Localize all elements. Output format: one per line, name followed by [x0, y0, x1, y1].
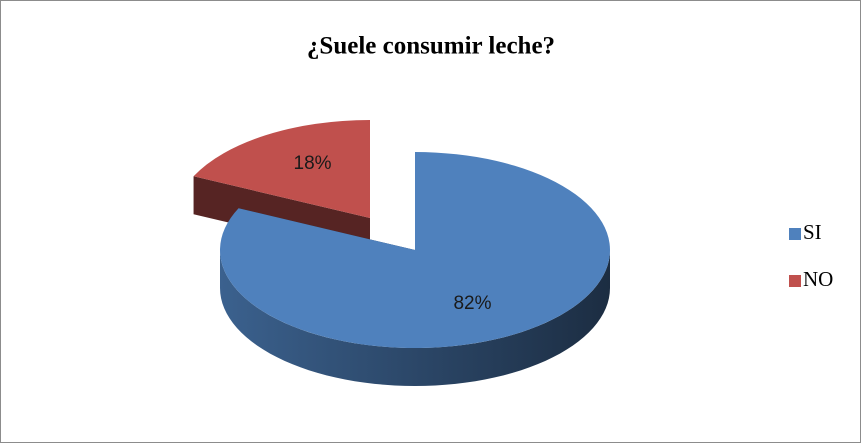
- legend-swatch: [789, 275, 801, 287]
- legend: SI NO: [789, 220, 833, 291]
- legend-swatch: [789, 228, 801, 240]
- value-label: 82%: [453, 293, 491, 314]
- legend-label: SI: [803, 220, 822, 244]
- slice: [220, 152, 611, 349]
- legend-label: NO: [803, 267, 833, 291]
- pie: 18% 82%: [193, 120, 611, 386]
- value-label: 18%: [294, 153, 332, 174]
- slice: [193, 120, 370, 218]
- slice-wall: [220, 250, 610, 386]
- chart-title: ¿Suele consumir leche?: [307, 33, 555, 60]
